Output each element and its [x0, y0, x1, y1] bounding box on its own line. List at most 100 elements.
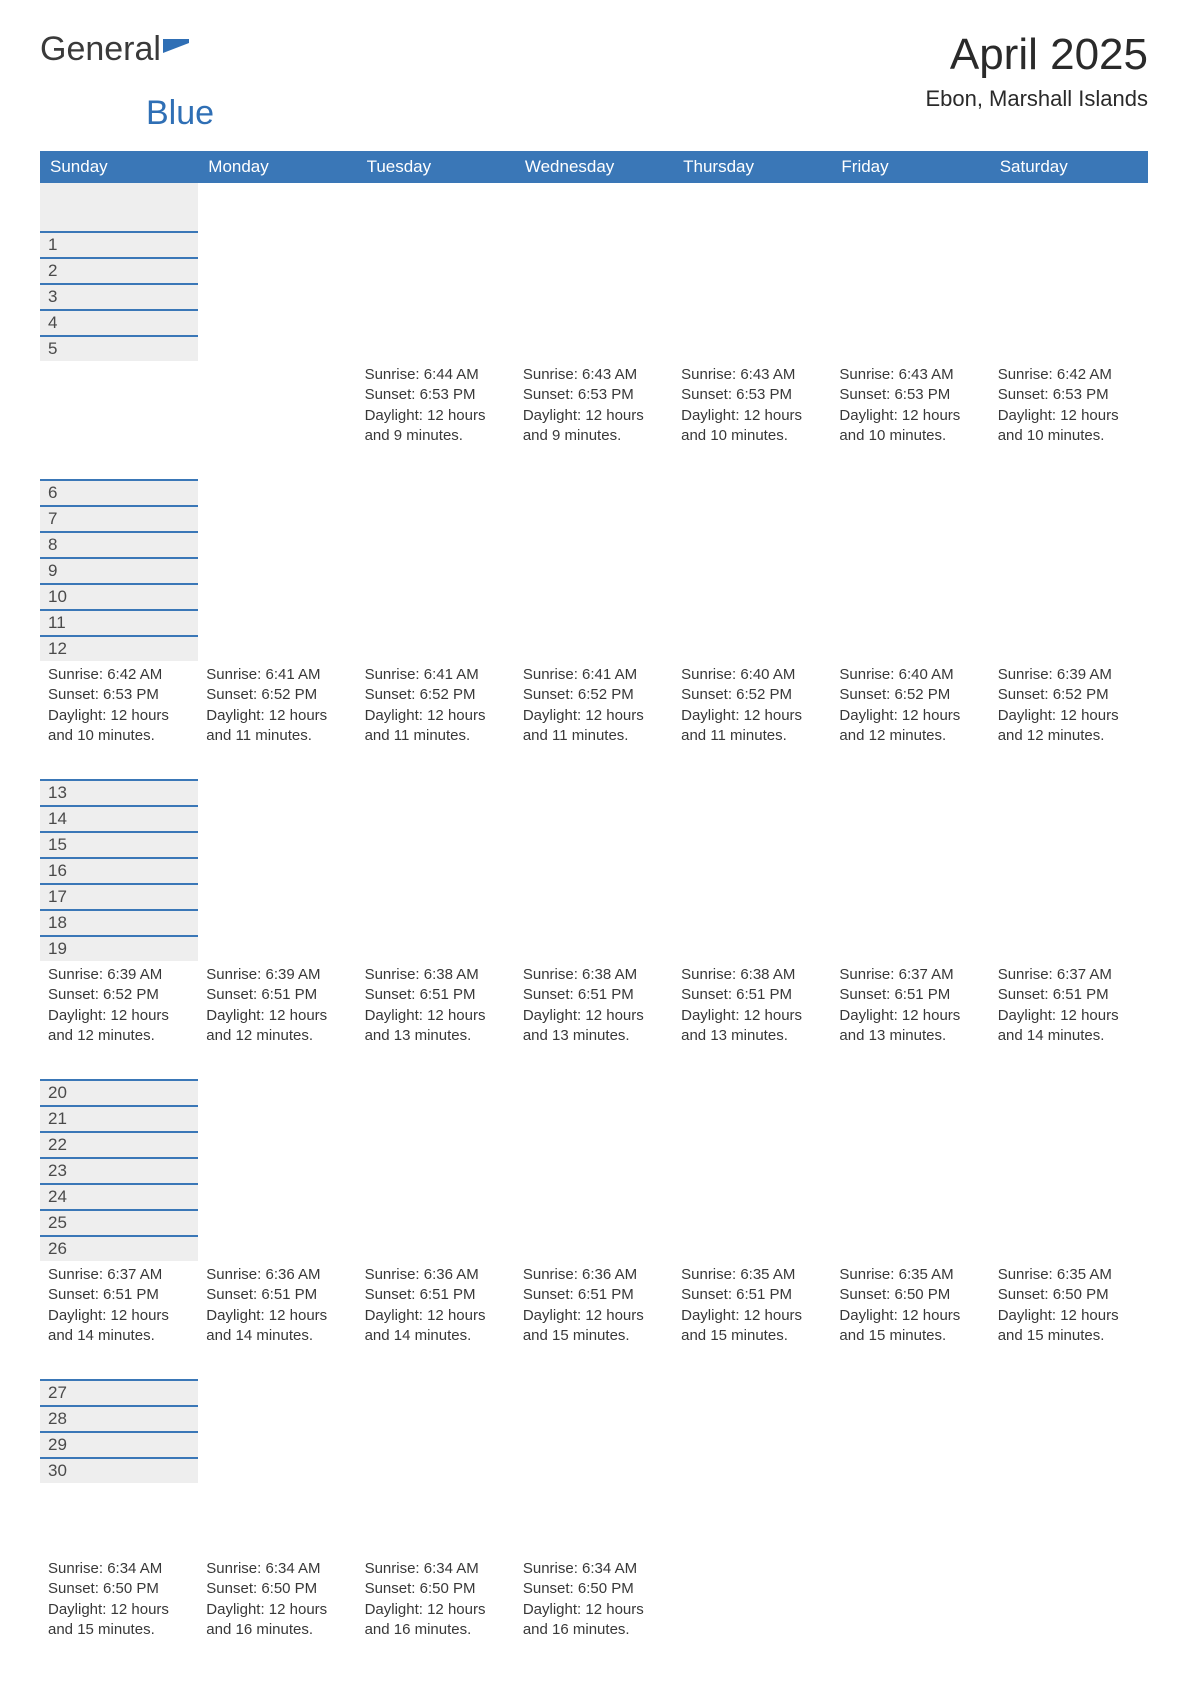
day-cell: Sunrise: 6:35 AMSunset: 6:50 PMDaylight:… [831, 1261, 989, 1379]
sunrise-line: Sunrise: 6:34 AM [365, 1559, 507, 1579]
day-cell: Sunrise: 6:34 AMSunset: 6:50 PMDaylight:… [198, 1555, 356, 1673]
sunrise-line: Sunrise: 6:38 AM [365, 965, 507, 985]
calendar-week-body: Sunrise: 6:39 AM Sunset: 6:52 PM Daylight:… [40, 961, 1148, 1079]
daylight-line: Daylight: 12 hours and 14 minutes. [365, 1306, 507, 1347]
sunrise-line: Sunrise: 6:43 AM [681, 365, 823, 385]
sunset-line: Sunset: 6:52 PM [523, 685, 665, 705]
daylight-line: Daylight: 12 hours and 11 minutes. [523, 706, 665, 747]
sunset-line: Sunset: 6:51 PM [839, 985, 981, 1005]
daylight-line: Daylight: 12 hours and 10 minutes. [998, 406, 1140, 447]
empty-date [40, 207, 198, 231]
day-cell: Sunrise: 6:34 AMSunset: 6:50 PMDaylight:… [515, 1555, 673, 1673]
calendar-week-dates: 13141516171819 [40, 779, 1148, 961]
day-cell: Sunrise: 6:41 AMSunset: 6:52 PMDaylight:… [357, 661, 515, 779]
col-tuesday: Tuesday [357, 151, 515, 183]
day-cell: Sunrise: 6:37 AMSunset: 6:51 PMDaylight:… [831, 961, 989, 1079]
daylight-line: Daylight: 12 hours and 10 minutes. [839, 406, 981, 447]
sunrise-line: Sunrise: 6:40 AM [681, 665, 823, 685]
sunset-line: Sunset: 6:53 PM [365, 385, 507, 405]
day-cell: Sunrise: 6:42 AMSunset: 6:53 PMDaylight:… [40, 661, 198, 779]
empty-cell [198, 361, 356, 479]
sunrise-line: Sunrise: 6:41 AM [206, 665, 348, 685]
daylight-line: Daylight: 12 hours and 12 minutes. [839, 706, 981, 747]
sunset-line: Sunset: 6:52 PM [681, 685, 823, 705]
sunset-line: Sunset: 6:50 PM [839, 1285, 981, 1305]
sunrise-line: Sunrise: 6:39 AM [206, 965, 348, 985]
day-cell: Sunrise: 6:40 AMSunset: 6:52 PMDaylight:… [831, 661, 989, 779]
date-number: 24 [40, 1183, 198, 1209]
calendar-table: Sunday Monday Tuesday Wednesday Thursday… [40, 151, 1148, 1673]
date-number: 10 [40, 583, 198, 609]
daylight-line: Daylight: 12 hours and 15 minutes. [523, 1306, 665, 1347]
sunset-line: Sunset: 6:51 PM [681, 1285, 823, 1305]
date-number: 28 [40, 1405, 198, 1431]
sunset-line: Sunset: 6:52 PM [48, 985, 190, 1005]
date-number: 15 [40, 831, 198, 857]
day-cell: Sunrise: 6:36 AMSunset: 6:51 PMDaylight:… [357, 1261, 515, 1379]
daylight-line: Daylight: 12 hours and 9 minutes. [523, 406, 665, 447]
sunrise-line: Sunrise: 6:36 AM [365, 1265, 507, 1285]
daylight-line: Daylight: 12 hours and 11 minutes. [681, 706, 823, 747]
sunrise-line: Sunrise: 6:38 AM [523, 965, 665, 985]
date-number: 21 [40, 1105, 198, 1131]
sunrise-line: Sunrise: 6:34 AM [523, 1559, 665, 1579]
calendar-week-body: Sunrise: 6:34 AMSunset: 6:50 PMDaylight:… [40, 1555, 1148, 1673]
date-number: 14 [40, 805, 198, 831]
date-number: 30 [40, 1457, 198, 1483]
calendar-week-body: Sunrise: 6:37 AMSunset: 6:51 PMDaylight:… [40, 1261, 1148, 1379]
sunset-line: Sunset: 6:52 PM [365, 685, 507, 705]
sunrise-line: Sunrise: 6:42 AM [48, 665, 190, 685]
day-cell: Sunrise: 6:38 AMSunset: 6:51 PMDaylight:… [357, 961, 515, 1079]
day-cell: Sunrise: 6:35 AMSunset: 6:50 PMDaylight:… [990, 1261, 1148, 1379]
sunset-line: Sunset: 6:51 PM [998, 985, 1140, 1005]
sunrise-line: Sunrise: 6:43 AM [839, 365, 981, 385]
calendar-week-body: Sunrise: 6:42 AMSunset: 6:53 PMDaylight:… [40, 661, 1148, 779]
daylight-line: Daylight: 12 hours and 15 minutes. [839, 1306, 981, 1347]
sunrise-line: Sunrise: 6:42 AM [998, 365, 1140, 385]
date-number: 22 [40, 1131, 198, 1157]
date-number: 29 [40, 1431, 198, 1457]
calendar-week-dates: 27282930 [40, 1379, 1148, 1555]
brand-logo: General [40, 30, 189, 69]
empty-date [40, 183, 198, 207]
sunrise-line: Sunrise: 6:44 AM [365, 365, 507, 385]
date-number: 25 [40, 1209, 198, 1235]
sunset-line: Sunset: 6:53 PM [839, 385, 981, 405]
day-cell: Sunrise: 6:37 AMSunset: 6:51 PMDaylight:… [990, 961, 1148, 1079]
day-cell: Sunrise: 6:40 AMSunset: 6:52 PMDaylight:… [673, 661, 831, 779]
sunset-line: Sunset: 6:52 PM [206, 685, 348, 705]
date-number: 18 [40, 909, 198, 935]
sunrise-line: Sunrise: 6:39 AM [998, 665, 1140, 685]
sunrise-line: Sunrise: 6:37 AM [839, 965, 981, 985]
calendar-week-dates: 20212223242526 [40, 1079, 1148, 1261]
date-number: 20 [40, 1079, 198, 1105]
sunset-line: Sunset: 6:52 PM [998, 685, 1140, 705]
sunrise-line: Sunrise: 6:41 AM [365, 665, 507, 685]
date-number: 19 [40, 935, 198, 961]
daylight-line: Daylight: 12 hours and 16 minutes. [365, 1600, 507, 1641]
date-number: 7 [40, 505, 198, 531]
date-number: 13 [40, 779, 198, 805]
sunset-line: Sunset: 6:53 PM [523, 385, 665, 405]
date-number: 4 [40, 309, 198, 335]
calendar-week-dates: 12345 [40, 183, 1148, 361]
date-number: 12 [40, 635, 198, 661]
sunrise-line: Sunrise: 6:38 AM [681, 965, 823, 985]
sunset-line: Sunset: 6:51 PM [365, 1285, 507, 1305]
location-label: Ebon, Marshall Islands [925, 86, 1148, 112]
daylight-line: Daylight: 12 hours and 13 minutes. [839, 1006, 981, 1047]
day-cell: Sunrise: 6:38 AMSunset: 6:51 PMDaylight:… [515, 961, 673, 1079]
date-number: 8 [40, 531, 198, 557]
sunset-line: Sunset: 6:50 PM [365, 1579, 507, 1599]
col-thursday: Thursday [673, 151, 831, 183]
empty-cell [40, 361, 198, 479]
sunset-line: Sunset: 6:51 PM [365, 985, 507, 1005]
day-cell: Sunrise: 6:35 AMSunset: 6:51 PMDaylight:… [673, 1261, 831, 1379]
daylight-line: Daylight: 12 hours and 15 minutes. [998, 1306, 1140, 1347]
daylight-line: Daylight: 12 hours and 10 minutes. [48, 706, 190, 747]
day-cell: Sunrise: 6:41 AMSunset: 6:52 PMDaylight:… [198, 661, 356, 779]
day-cell: Sunrise: 6:42 AMSunset: 6:53 PMDaylight:… [990, 361, 1148, 479]
sunrise-line: Sunrise: 6:35 AM [839, 1265, 981, 1285]
month-title: April 2025 [925, 30, 1148, 80]
sunset-line: Sunset: 6:50 PM [998, 1285, 1140, 1305]
